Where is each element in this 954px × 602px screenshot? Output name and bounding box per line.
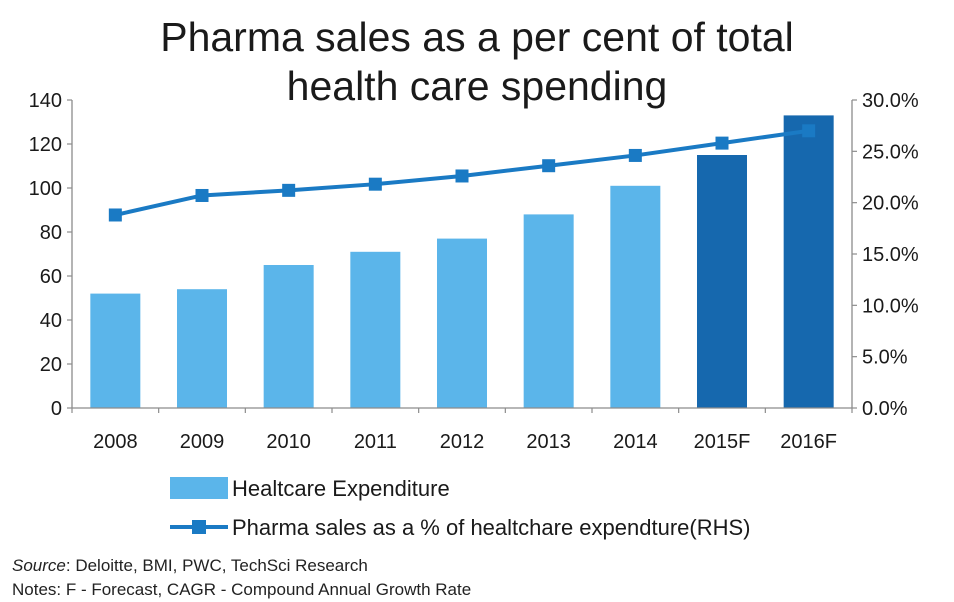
y-right-tick-label: 5.0% [862, 347, 908, 369]
legend-label-line: Pharma sales as a % of healtchare expend… [232, 515, 750, 540]
x-tick-label: 2011 [354, 431, 397, 453]
legend-swatch-bars [170, 477, 228, 499]
y-left-tick-label: 20 [40, 354, 62, 376]
bar-2015F [697, 155, 747, 408]
bar-2011 [350, 251, 401, 408]
y-right-tick-label: 25.0% [862, 141, 919, 163]
x-tick-label: 2009 [180, 431, 225, 453]
y-right-tick-label: 15.0% [862, 244, 919, 266]
x-tick-label: 2016F [780, 431, 837, 453]
y-left-tick-label: 60 [40, 266, 62, 288]
source-label: Source [12, 556, 66, 575]
y-right-tick-label: 0.0% [862, 398, 908, 420]
legend-label-bars: Healtcare Expenditure [232, 476, 450, 501]
line-point-2013 [542, 159, 556, 173]
line-point-2016F [802, 124, 816, 138]
line-point-2014 [628, 148, 642, 162]
x-tick-label: 2015F [694, 431, 751, 453]
legend-swatch-marker [192, 520, 206, 534]
source-text: : Deloitte, BMI, PWC, TechSci Research [65, 556, 368, 575]
chart-title-line-2: health care spending [286, 63, 668, 109]
x-tick-label: 2010 [266, 431, 311, 453]
x-tick-label: 2012 [440, 431, 485, 453]
y-left-tick-label: 120 [29, 134, 62, 156]
bar-2014 [610, 185, 661, 408]
x-tick-label: 2014 [613, 431, 658, 453]
y-left-tick-label: 40 [40, 310, 62, 332]
source-note: Source: Deloitte, BMI, PWC, TechSci Rese… [12, 556, 368, 576]
y-right-tick-label: 20.0% [862, 193, 919, 215]
chart-title-line-1: Pharma sales as a per cent of total [160, 14, 794, 60]
bar-2010 [263, 265, 314, 408]
bar-2008 [90, 293, 141, 408]
y-left-tick-label: 140 [29, 90, 62, 112]
x-tick-label: 2013 [526, 431, 571, 453]
bar-2013 [523, 214, 574, 408]
bar-2016F [783, 115, 834, 409]
line-point-2015F [715, 136, 729, 150]
notes-line: Notes: F - Forecast, CAGR - Compound Ann… [12, 580, 472, 599]
y-left-tick-label: 0 [51, 398, 62, 420]
line-point-2008 [108, 208, 122, 222]
bar-2009 [177, 289, 227, 408]
line-point-2011 [368, 177, 382, 191]
x-tick-label: 2008 [93, 431, 138, 453]
line-point-2012 [455, 169, 469, 183]
y-right-tick-label: 10.0% [862, 295, 919, 317]
line-point-2009 [195, 188, 209, 202]
y-left-tick-label: 100 [29, 178, 62, 200]
y-left-tick-label: 80 [40, 222, 62, 244]
y-right-tick-label: 30.0% [862, 90, 919, 112]
line-point-2010 [282, 183, 296, 197]
bar-2012 [437, 238, 487, 408]
